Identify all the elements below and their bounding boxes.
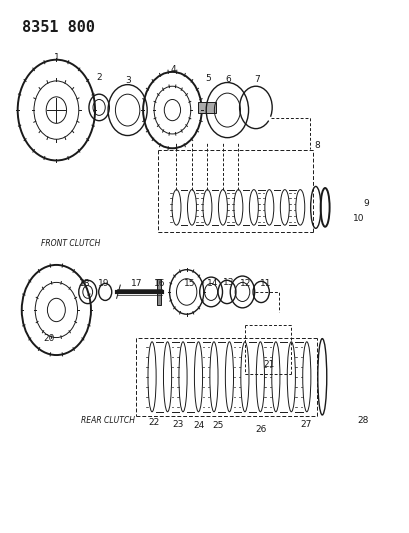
Text: 23: 23 [173, 420, 184, 429]
Bar [157, 279, 161, 305]
Text: REAR CLUTCH: REAR CLUTCH [81, 416, 135, 425]
Text: 15: 15 [183, 279, 195, 288]
Text: 28: 28 [356, 416, 368, 425]
Text: 9: 9 [362, 199, 368, 208]
Bar [198, 102, 216, 113]
Text: 18: 18 [79, 279, 90, 288]
Text: 17: 17 [130, 279, 142, 288]
Text: 5: 5 [205, 74, 211, 83]
Text: 22: 22 [148, 418, 160, 427]
Text: 2: 2 [96, 72, 102, 82]
Text: 27: 27 [299, 420, 311, 429]
Text: 6: 6 [225, 75, 231, 84]
Text: 24: 24 [193, 421, 204, 430]
Text: 12: 12 [239, 279, 251, 288]
Text: 25: 25 [212, 421, 223, 430]
Text: 14: 14 [206, 279, 218, 288]
Text: 13: 13 [222, 278, 234, 287]
Text: 11: 11 [259, 279, 270, 288]
Text: 3: 3 [125, 76, 131, 85]
Text: 16: 16 [153, 279, 165, 288]
Text: 10: 10 [352, 214, 364, 223]
Text: 26: 26 [255, 425, 266, 434]
Text: 20: 20 [44, 334, 55, 343]
Text: FRONT CLUTCH: FRONT CLUTCH [41, 239, 101, 248]
Text: 4: 4 [170, 64, 175, 74]
Text: 8351 800: 8351 800 [22, 20, 94, 35]
Text: 8: 8 [313, 141, 319, 150]
Text: 19: 19 [98, 279, 110, 288]
Text: 1: 1 [53, 53, 59, 62]
Text: 21: 21 [263, 360, 274, 369]
Text: 7: 7 [254, 75, 259, 84]
